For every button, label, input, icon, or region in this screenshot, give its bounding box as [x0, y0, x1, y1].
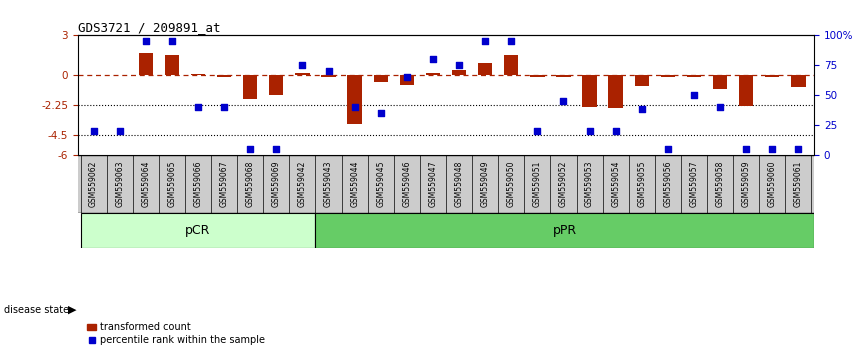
Point: [217, 104, 231, 110]
Text: GSM559064: GSM559064: [141, 161, 151, 207]
Bar: [635, 75, 649, 86]
Point: [165, 39, 179, 44]
Bar: [478, 63, 493, 75]
Bar: [373, 75, 388, 82]
Bar: [191, 74, 205, 75]
Bar: [243, 75, 257, 99]
Point: [713, 104, 727, 110]
Text: GSM559042: GSM559042: [298, 161, 307, 207]
Text: pCR: pCR: [185, 224, 210, 237]
Point: [661, 146, 675, 152]
Point: [609, 128, 623, 134]
Bar: [713, 75, 727, 88]
Text: GSM559050: GSM559050: [507, 161, 516, 207]
Bar: [399, 75, 414, 85]
Text: GSM559069: GSM559069: [272, 161, 281, 207]
Text: GSM559061: GSM559061: [794, 161, 803, 207]
Text: GSM559054: GSM559054: [611, 161, 620, 207]
Bar: [792, 75, 805, 87]
Text: pPR: pPR: [553, 224, 577, 237]
Bar: [321, 75, 336, 76]
Text: GSM559057: GSM559057: [689, 161, 699, 207]
Point: [191, 104, 205, 110]
Text: GSM559047: GSM559047: [429, 161, 437, 207]
Text: GSM559060: GSM559060: [768, 161, 777, 207]
Text: GSM559056: GSM559056: [663, 161, 672, 207]
Bar: [295, 73, 310, 75]
Point: [792, 146, 805, 152]
Point: [374, 110, 388, 116]
Point: [243, 146, 257, 152]
Text: GSM559063: GSM559063: [115, 161, 124, 207]
Point: [766, 146, 779, 152]
Text: GSM559049: GSM559049: [481, 161, 489, 207]
Point: [740, 146, 753, 152]
Point: [400, 74, 414, 80]
Text: GSM559062: GSM559062: [89, 161, 98, 207]
Point: [530, 128, 544, 134]
Bar: [687, 75, 701, 77]
Bar: [452, 70, 466, 75]
Text: GSM559045: GSM559045: [376, 161, 385, 207]
Point: [478, 39, 492, 44]
Legend: transformed count, percentile rank within the sample: transformed count, percentile rank withi…: [83, 319, 269, 349]
Text: GSM559052: GSM559052: [559, 161, 568, 207]
Text: GSM559067: GSM559067: [220, 161, 229, 207]
Bar: [217, 75, 231, 76]
Point: [504, 39, 518, 44]
Point: [687, 92, 701, 98]
Point: [269, 146, 283, 152]
Bar: [81, 213, 315, 248]
Text: disease state: disease state: [4, 305, 69, 315]
Text: GSM559046: GSM559046: [403, 161, 411, 207]
Point: [321, 68, 335, 74]
Point: [295, 62, 309, 68]
Text: GSM559065: GSM559065: [167, 161, 177, 207]
Text: GSM559053: GSM559053: [585, 161, 594, 207]
Text: GSM559044: GSM559044: [350, 161, 359, 207]
Bar: [530, 75, 545, 77]
Point: [452, 62, 466, 68]
Point: [139, 39, 152, 44]
Text: ▶: ▶: [68, 305, 76, 315]
Point: [635, 107, 649, 112]
Bar: [739, 75, 753, 106]
Bar: [139, 53, 153, 75]
Text: GSM559059: GSM559059: [741, 161, 751, 207]
Text: GSM559066: GSM559066: [193, 161, 203, 207]
Bar: [661, 75, 675, 77]
Bar: [582, 75, 597, 107]
Bar: [609, 75, 623, 108]
Text: GDS3721 / 209891_at: GDS3721 / 209891_at: [78, 21, 221, 34]
Bar: [269, 75, 283, 95]
Point: [113, 128, 126, 134]
Point: [87, 128, 100, 134]
Bar: [556, 75, 571, 77]
Point: [348, 104, 362, 110]
Bar: [347, 75, 362, 124]
Bar: [426, 73, 440, 75]
Text: GSM559068: GSM559068: [246, 161, 255, 207]
Bar: [765, 75, 779, 77]
Text: GSM559043: GSM559043: [324, 161, 333, 207]
Bar: [504, 55, 519, 75]
Text: GSM559051: GSM559051: [533, 161, 542, 207]
Text: GSM559048: GSM559048: [455, 161, 463, 207]
Point: [583, 128, 597, 134]
Point: [557, 98, 571, 104]
Text: GSM559058: GSM559058: [715, 161, 725, 207]
Point: [426, 57, 440, 62]
Bar: [315, 213, 814, 248]
Bar: [165, 55, 179, 75]
Text: GSM559055: GSM559055: [637, 161, 646, 207]
